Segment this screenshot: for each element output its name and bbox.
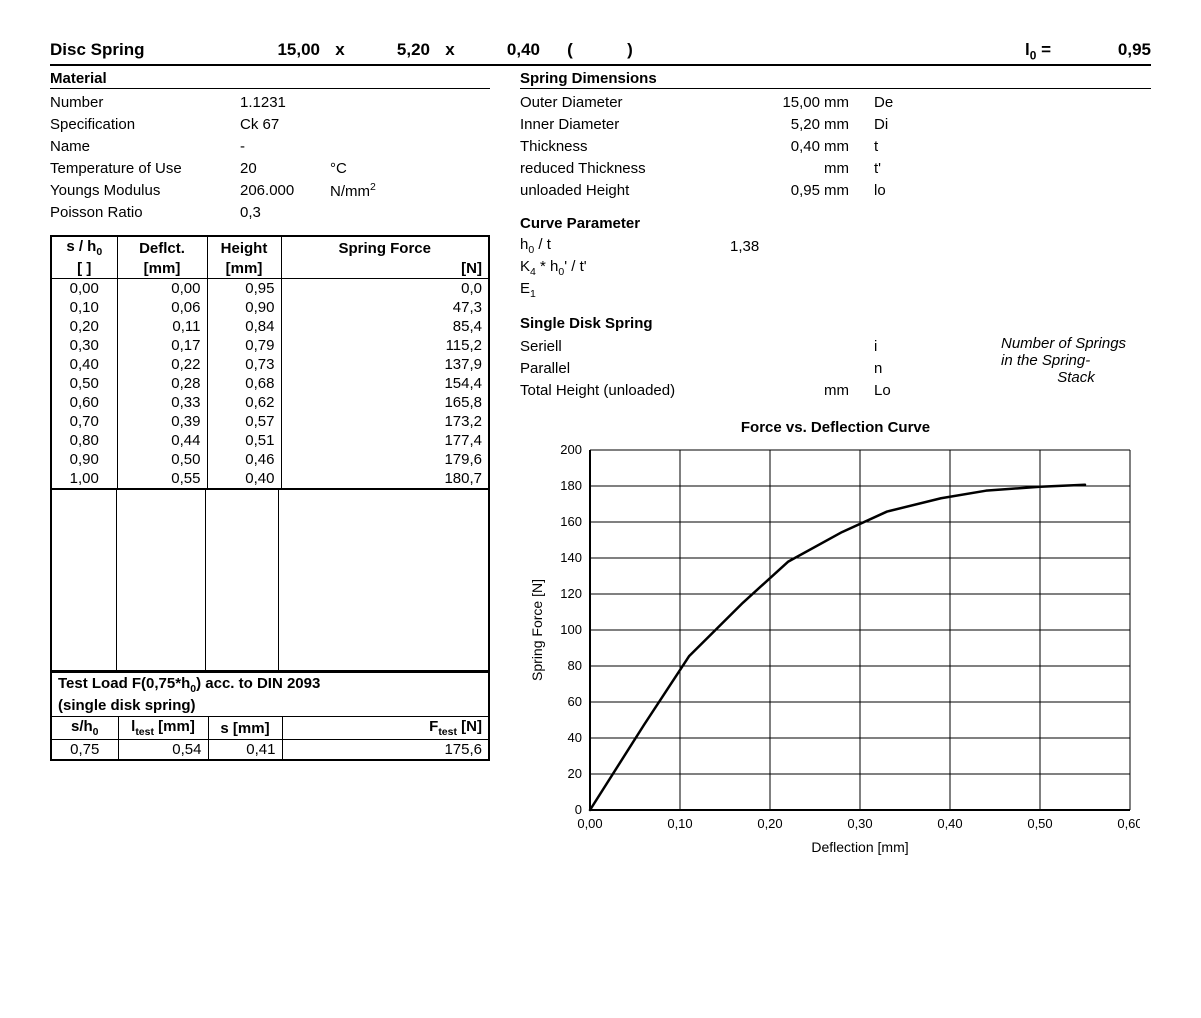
svg-text:0: 0 — [575, 802, 582, 817]
hdr-x2: x — [430, 40, 470, 60]
dimension-row: Inner Diameter5,20mmDi — [520, 113, 1151, 135]
svg-text:0,50: 0,50 — [1027, 816, 1052, 831]
table-row: 0,500,280,68154,4 — [51, 374, 489, 393]
table-row: 0,200,110,8485,4 — [51, 317, 489, 336]
svg-text:180: 180 — [560, 478, 582, 493]
hdr-dim1: 15,00 — [240, 40, 320, 60]
svg-text:Deflection [mm]: Deflection [mm] — [811, 839, 908, 855]
single-disk-title: Single Disk Spring — [520, 315, 1151, 333]
svg-text:140: 140 — [560, 550, 582, 565]
tl-h1: s/h0 — [52, 717, 118, 740]
svg-text:200: 200 — [560, 442, 582, 457]
hdr-paren-l: ( — [540, 40, 600, 60]
table-row: 0,900,500,46179,6 — [51, 450, 489, 469]
svg-text:20: 20 — [568, 766, 582, 781]
th-force: Spring Force — [281, 236, 489, 259]
hdr-l0-label: l0 = — [991, 40, 1051, 62]
svg-text:0,60: 0,60 — [1117, 816, 1140, 831]
single-disk-row: Serielli — [520, 335, 1001, 357]
test-load-sub: (single disk spring) — [52, 697, 488, 716]
curve-param-title: Curve Parameter — [520, 215, 1151, 233]
empty-grid — [50, 489, 490, 672]
material-row: Youngs Modulus206.000N/mm2 — [50, 179, 490, 201]
curve-param-row: K4 * h0' / t' — [520, 257, 1151, 279]
dimension-row: unloaded Height0,95mmlo — [520, 179, 1151, 201]
header-bar: Disc Spring 15,00 x 5,20 x 0,40 ( ) l0 =… — [50, 40, 1151, 66]
material-row: Name- — [50, 135, 490, 157]
dimension-row: Thickness0,40mmt — [520, 135, 1151, 157]
chart-title: Force vs. Deflection Curve — [520, 419, 1151, 436]
svg-text:60: 60 — [568, 694, 582, 709]
dimensions-title: Spring Dimensions — [520, 70, 1151, 89]
stack-note: Number of Springs in the Spring- Stack — [1001, 335, 1151, 401]
hdr-dim2: 5,20 — [360, 40, 430, 60]
svg-text:0,00: 0,00 — [577, 816, 602, 831]
tl-h4: Ftest [N] — [282, 717, 488, 740]
table-row: 0,700,390,57173,2 — [51, 412, 489, 431]
table-row: 0,000,000,950,0 — [51, 279, 489, 299]
material-title: Material — [50, 70, 490, 89]
table-row: 0,100,060,9047,3 — [51, 298, 489, 317]
table-row: 0,400,220,73137,9 — [51, 355, 489, 374]
test-load-row: 0,750,540,41175,6 — [52, 740, 488, 760]
svg-text:40: 40 — [568, 730, 582, 745]
single-disk-row: Total Height (unloaded)mmLo — [520, 379, 1001, 401]
table-row: 0,300,170,79115,2 — [51, 336, 489, 355]
hdr-x1: x — [320, 40, 360, 60]
th-u1: [ ] — [51, 259, 117, 279]
test-load-block: Test Load F(0,75*h0) acc. to DIN 2093 (s… — [50, 672, 490, 761]
table-row: 0,600,330,62165,8 — [51, 393, 489, 412]
material-row: SpecificationCk 67 — [50, 113, 490, 135]
page-title: Disc Spring — [50, 40, 240, 60]
table-row: 1,000,550,40180,7 — [51, 469, 489, 489]
material-row: Temperature of Use20°C — [50, 157, 490, 179]
dimension-row: Outer Diameter15,00mmDe — [520, 91, 1151, 113]
force-deflection-chart: 0,00 0,10 0,20 0,30 0,40 0,50 0,60 0 20 40 60 80 100… — [520, 440, 1140, 860]
svg-text:0,20: 0,20 — [757, 816, 782, 831]
tl-h2: ltest [mm] — [118, 717, 208, 740]
th-sh0: s / h0 — [51, 236, 117, 259]
hdr-l0-val: 0,95 — [1051, 40, 1151, 60]
svg-text:Spring Force [N]: Spring Force [N] — [529, 579, 545, 681]
svg-text:0,40: 0,40 — [937, 816, 962, 831]
material-row: Poisson Ratio0,3 — [50, 201, 490, 223]
svg-text:80: 80 — [568, 658, 582, 673]
th-u3: [mm] — [207, 259, 281, 279]
force-table: s / h0 Deflct. Height Spring Force [ ] [… — [50, 235, 490, 489]
material-row: Number1.1231 — [50, 91, 490, 113]
th-height: Height — [207, 236, 281, 259]
single-disk-row: Paralleln — [520, 357, 1001, 379]
svg-text:0,10: 0,10 — [667, 816, 692, 831]
th-deflct: Deflct. — [117, 236, 207, 259]
tl-h3: s [mm] — [208, 717, 282, 740]
dimension-row: reduced Thicknessmmt' — [520, 157, 1151, 179]
curve-param-row: h0 / t1,38 — [520, 235, 1151, 257]
th-u4: [N] — [281, 259, 489, 279]
curve-param-row: E1 — [520, 279, 1151, 301]
svg-text:100: 100 — [560, 622, 582, 637]
hdr-dim3: 0,40 — [470, 40, 540, 60]
test-load-title: Test Load F(0,75*h0) acc. to DIN 2093 — [52, 673, 488, 697]
svg-text:160: 160 — [560, 514, 582, 529]
hdr-paren-r: ) — [600, 40, 660, 60]
svg-text:0,30: 0,30 — [847, 816, 872, 831]
svg-text:120: 120 — [560, 586, 582, 601]
table-row: 0,800,440,51177,4 — [51, 431, 489, 450]
th-u2: [mm] — [117, 259, 207, 279]
